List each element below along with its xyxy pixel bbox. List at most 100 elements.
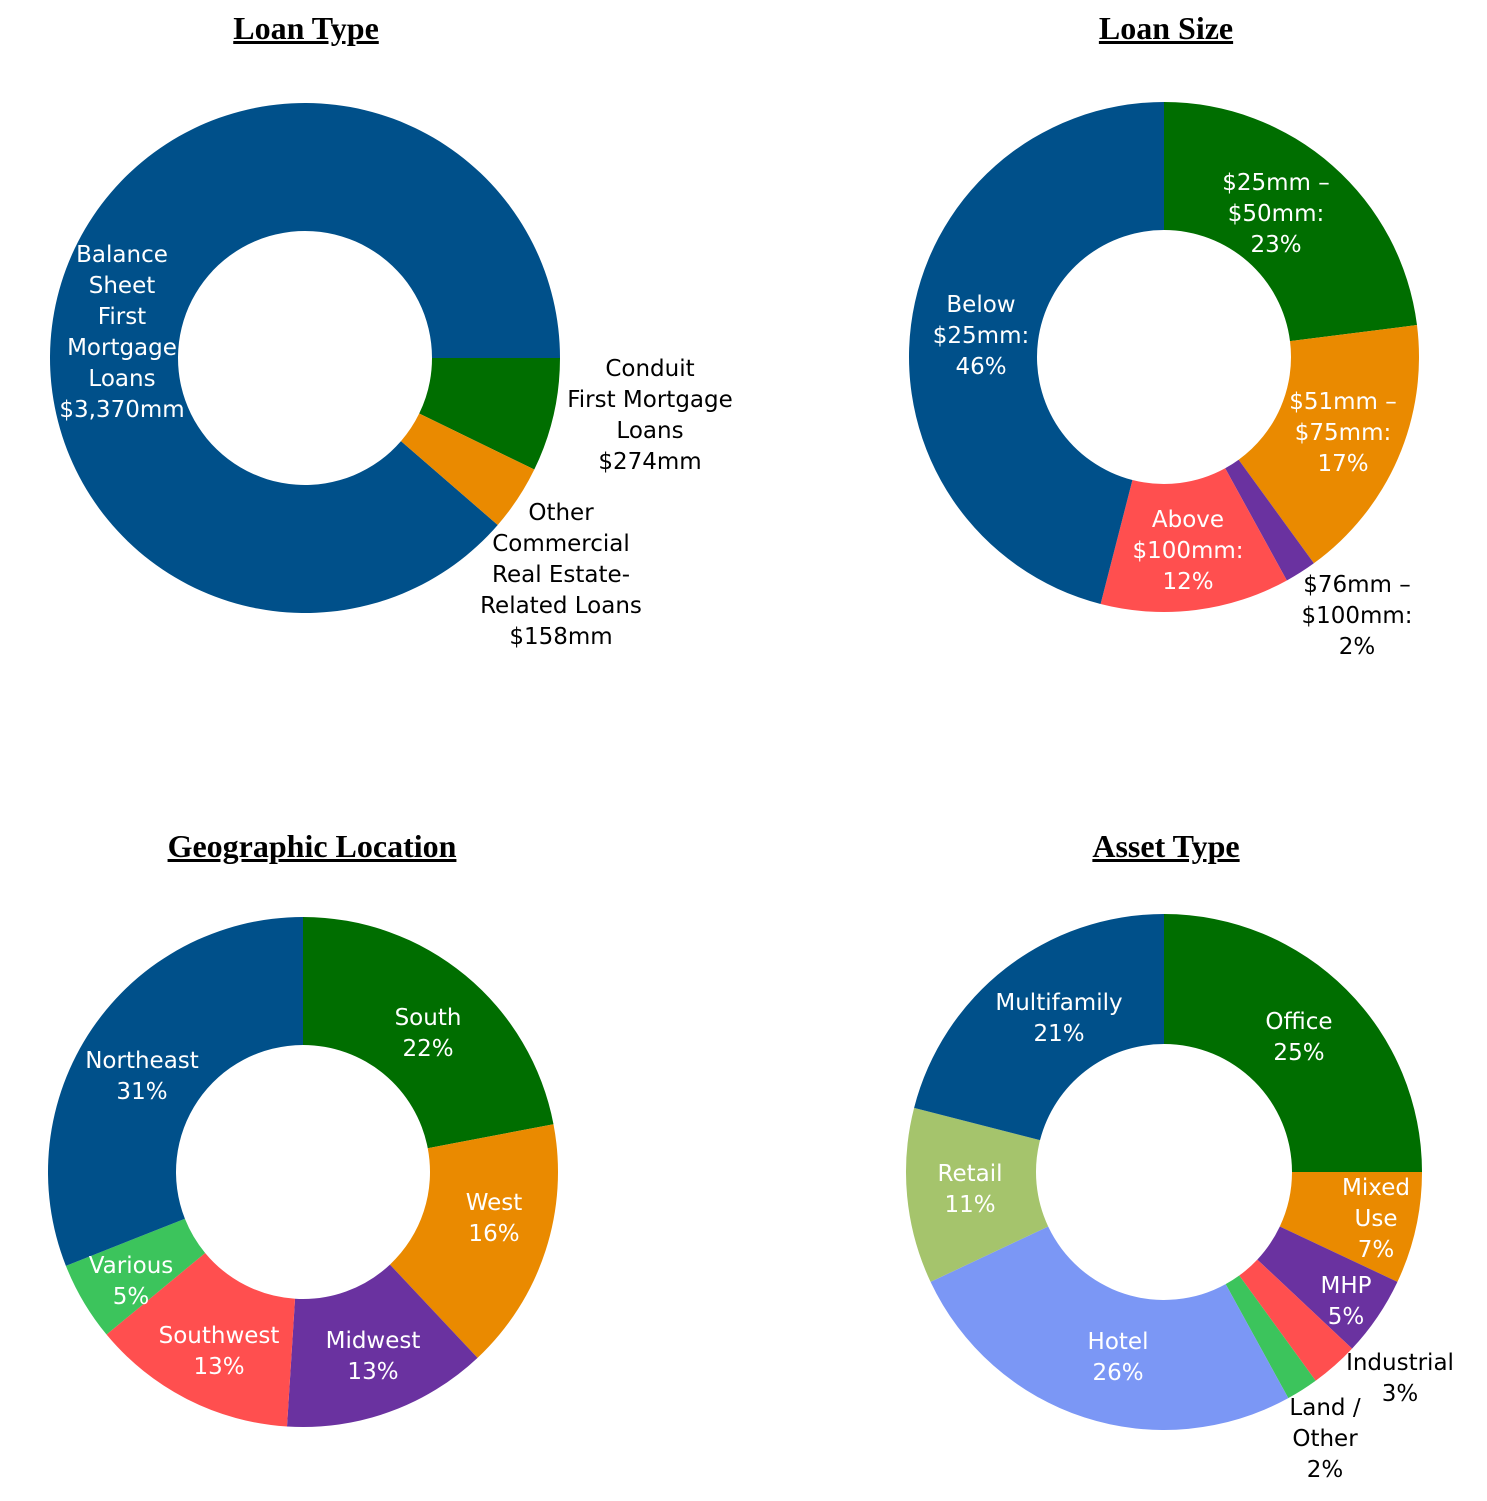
data-label-balance-sheet-first-mortgage-loans: Balance Sheet First Mortgage Loans $3,370mm [59,240,184,426]
data-label-line: $158mm [509,624,613,650]
data-label-line: $51mm – [1289,389,1397,415]
data-label-line: $50mm: [1227,201,1325,227]
data-label-line: 16% [468,1221,520,1247]
data-label-line: Northeast [85,1048,199,1074]
data-label-line: 13% [347,1359,399,1385]
data-label-below-25mm: Below $25mm: 46% [933,290,1029,383]
data-label-line: 46% [955,354,1007,380]
data-label-land-other: Land / Other 2% [1289,1393,1360,1486]
data-label-51mm-75mm: $51mm – $75mm: 17% [1289,387,1397,480]
data-label-mixed-use: Mixed Use 7% [1342,1173,1410,1266]
data-label-line: 2% [1338,634,1376,660]
data-label-line: $3,370mm [59,397,185,423]
data-label-line: Other [1292,1426,1358,1452]
slice-various [65,1218,206,1335]
data-label-line: $25mm – [1222,170,1330,196]
data-label-line: 3% [1381,1381,1419,1407]
data-label-line: 23% [1250,232,1302,258]
data-label-line: 31% [116,1079,168,1105]
data-label-line: 17% [1317,451,1369,477]
data-label-line: First [97,304,147,330]
slice-industrial [1239,1259,1353,1381]
slice-midwest [286,1264,478,1427]
slice-51mm-75mm [1238,325,1419,564]
data-label-line: Southwest [158,1323,280,1349]
data-label-line: Use [1354,1206,1398,1232]
data-label-line: Above [1151,507,1225,533]
data-label-line: Mixed [1342,1175,1410,1201]
data-label-line: $274mm [598,449,702,475]
data-label-conduit-first-mortgage-loans: Conduit First Mortgage Loans $274mm [567,354,733,478]
data-label-line: 21% [1033,1021,1085,1047]
data-label-25mm-50mm: $25mm – $50mm: 23% [1222,168,1330,261]
data-label-line: Real Estate- [492,562,630,588]
data-label-line: Multifamily [995,990,1123,1016]
data-label-line: 2% [1306,1457,1344,1483]
data-label-other-commercial-real-estate-related-loans: Other Commercial Real Estate- Related Loans… [480,498,642,653]
slice-25mm-50mm [1164,102,1417,342]
data-label-line: 5% [1327,1304,1365,1330]
data-label-line: 22% [402,1036,454,1062]
data-label-line: Other [528,500,594,526]
data-label-line: 13% [193,1354,245,1380]
data-label-line: 12% [1162,569,1214,595]
slice-south [303,917,554,1149]
slice-retail [906,1107,1049,1282]
data-label-multifamily: Multifamily 21% [995,988,1122,1050]
data-label-line: Industrial [1346,1350,1454,1376]
slice-mixed-use [1279,1172,1423,1282]
slice-hotel [930,1226,1289,1430]
data-label-office: Office 25% [1265,1007,1332,1069]
data-label-line: Midwest [325,1328,421,1354]
data-label-hotel: Hotel 26% [1088,1327,1149,1389]
slice-other-commercial-real-estate-related-loans [400,413,535,525]
data-label-line: $100mm: [1301,603,1413,629]
data-label-line: Balance [76,242,168,268]
data-label-line: 26% [1092,1360,1144,1386]
slice-multifamily [914,913,1164,1141]
data-label-west: West 16% [466,1188,523,1250]
data-label-line: West [465,1190,523,1216]
data-label-mhp: MHP 5% [1320,1271,1371,1333]
data-label-industrial: Industrial 3% [1346,1348,1454,1410]
slice-southwest [106,1252,296,1427]
chart-title-asset-type: Asset Type [1092,828,1240,864]
data-label-southwest: Southwest 13% [159,1321,280,1383]
data-label-line: 7% [1357,1237,1395,1263]
data-label-line: First Mortgage [567,387,733,413]
slice-76mm-100mm [1225,459,1314,581]
chart-title-geographic-location: Geographic Location [167,828,457,864]
data-label-line: Hotel [1087,1329,1149,1355]
data-label-line: Retail [937,1161,1003,1187]
data-label-retail: Retail 11% [938,1159,1003,1221]
data-label-line: $25mm: [932,323,1030,349]
data-label-line: $76mm – [1303,572,1411,598]
data-label-line: Office [1265,1009,1333,1035]
data-label-above-100mm: Above $100mm: 12% [1132,505,1243,598]
data-label-line: Various [88,1253,174,1279]
data-label-line: South [394,1005,462,1031]
data-label-line: 5% [112,1284,150,1310]
chart-title-loan-type: Loan Type [233,10,379,46]
data-label-line: Related Loans [480,593,642,619]
data-label-line: Loans [88,366,156,392]
slice-office [1164,914,1422,1172]
data-label-line: Loans [616,418,684,444]
data-label-line: 25% [1273,1040,1325,1066]
data-label-76mm-100mm: $76mm – $100mm: 2% [1301,570,1412,663]
slice-northeast [48,917,304,1266]
data-label-line: Land / [1289,1395,1361,1421]
slice-above-100mm [1100,468,1287,612]
data-label-midwest: Midwest 13% [326,1326,421,1388]
data-label-northeast: Northeast 31% [85,1046,199,1108]
slice-below-25mm [909,102,1164,604]
data-label-south: South 22% [395,1003,462,1065]
data-label-line: $100mm: [1132,538,1244,564]
slice-balance-sheet-first-mortgage-loans [50,103,560,614]
slice-conduit-first-mortgage-loans [419,358,560,470]
data-label-line: Commercial [492,531,630,557]
data-label-line: Mortgage [67,335,177,361]
data-label-line: MHP [1320,1273,1372,1299]
data-label-line: Below [946,292,1016,318]
